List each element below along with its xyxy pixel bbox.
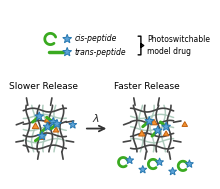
Polygon shape (162, 122, 170, 130)
Text: λ: λ (93, 114, 99, 124)
Polygon shape (53, 127, 59, 132)
Polygon shape (39, 135, 45, 139)
Polygon shape (156, 158, 163, 166)
Polygon shape (32, 123, 39, 129)
Polygon shape (63, 34, 72, 43)
Polygon shape (35, 112, 44, 120)
Polygon shape (53, 119, 61, 128)
Polygon shape (69, 121, 77, 128)
Polygon shape (139, 130, 145, 136)
Text: Slower Release: Slower Release (9, 82, 78, 91)
Polygon shape (153, 126, 162, 134)
Polygon shape (151, 119, 157, 125)
Polygon shape (163, 131, 169, 136)
Polygon shape (43, 122, 52, 130)
Text: Faster Release: Faster Release (114, 82, 180, 91)
Polygon shape (49, 117, 58, 126)
Polygon shape (126, 156, 134, 164)
Polygon shape (182, 122, 188, 126)
Text: cis-peptide: cis-peptide (75, 34, 117, 43)
Polygon shape (38, 131, 46, 140)
Polygon shape (63, 47, 72, 56)
Polygon shape (145, 116, 154, 125)
Polygon shape (169, 167, 177, 175)
Text: Photoswitchable
model drug: Photoswitchable model drug (147, 35, 211, 56)
Text: trans-peptide: trans-peptide (75, 48, 126, 57)
Polygon shape (44, 116, 51, 122)
Polygon shape (139, 165, 147, 173)
Polygon shape (185, 160, 193, 167)
